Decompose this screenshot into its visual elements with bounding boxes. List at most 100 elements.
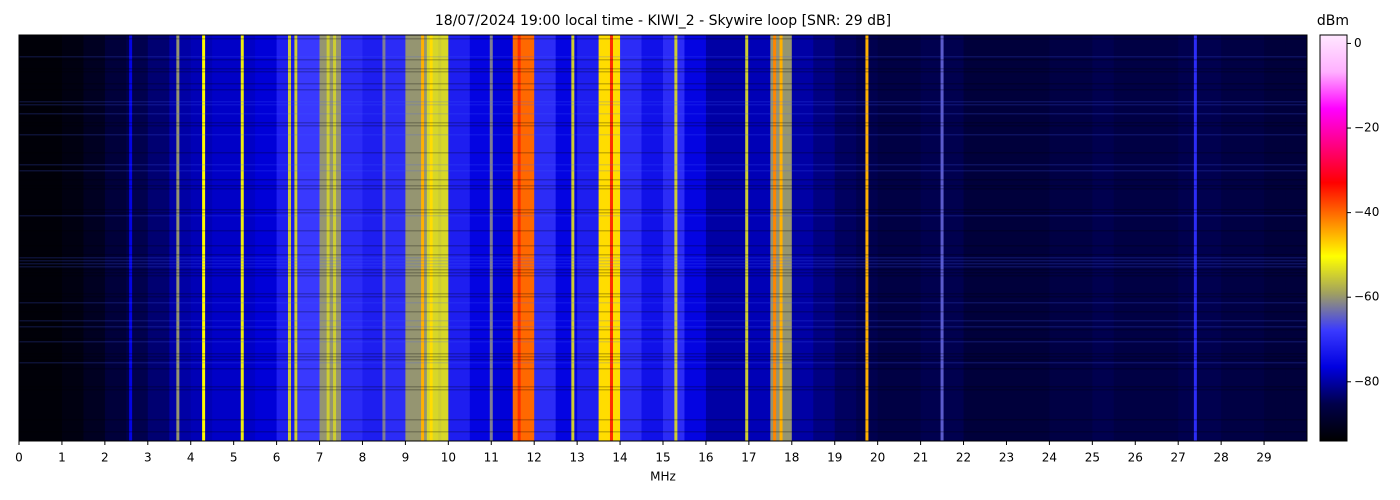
texture-stripe <box>19 179 1307 181</box>
texture-stripe <box>19 266 1307 268</box>
texture-stripe <box>19 245 1307 247</box>
signal-line <box>571 35 575 441</box>
heatmap-cell <box>727 35 750 441</box>
signal-line <box>609 35 613 441</box>
heatmap-cell <box>1092 35 1115 441</box>
heatmap-cell <box>534 35 557 441</box>
heatmap-cell <box>1242 35 1265 441</box>
signal-line <box>779 35 783 441</box>
x-tick-label: 20 <box>870 451 885 465</box>
x-tick-label: 11 <box>484 451 499 465</box>
x-tick-label: 9 <box>402 451 410 465</box>
x-tick-label: 24 <box>1042 451 1057 465</box>
heatmap-cell <box>1285 35 1308 441</box>
heatmap-cell <box>190 35 213 441</box>
colorbar-label: dBm <box>1317 13 1349 29</box>
plot-area <box>18 34 1308 442</box>
texture-stripe <box>19 311 1307 313</box>
x-tick-label: 4 <box>187 451 195 465</box>
texture-stripe <box>19 125 1307 127</box>
texture-stripe <box>19 389 1307 391</box>
heatmap-cell <box>362 35 385 441</box>
heatmap-cell <box>61 35 84 441</box>
x-tick-label: 18 <box>784 451 799 465</box>
texture-stripe <box>19 329 1307 331</box>
x-tick-label: 15 <box>655 451 670 465</box>
texture-stripe <box>19 254 1307 256</box>
x-tick-label: 25 <box>1085 451 1100 465</box>
texture-stripe <box>19 59 1307 61</box>
signal-line <box>773 35 777 441</box>
heatmap-cell <box>877 35 900 441</box>
signal-line <box>333 35 337 441</box>
heatmap-cell <box>1156 35 1179 441</box>
x-tick-label: 16 <box>698 451 713 465</box>
x-tick-label: 14 <box>612 451 627 465</box>
heatmap-cell <box>1027 35 1050 441</box>
texture-stripe <box>19 296 1307 298</box>
texture-stripe <box>19 152 1307 154</box>
heatmap-cell <box>963 35 986 441</box>
texture-stripe <box>19 89 1307 91</box>
x-tick-label: 7 <box>316 451 324 465</box>
heatmap-cell <box>40 35 63 441</box>
texture-stripe <box>19 71 1307 73</box>
texture-stripe <box>19 359 1307 361</box>
texture-stripe <box>19 419 1307 421</box>
texture-stripe <box>19 38 1307 40</box>
signal-line <box>429 35 433 441</box>
heatmap-cell <box>383 35 406 441</box>
texture-stripe <box>19 263 1307 265</box>
texture-stripe <box>19 230 1307 232</box>
heatmap-cell <box>1135 35 1158 441</box>
x-tick-label: 26 <box>1128 451 1143 465</box>
x-tick-label: 22 <box>956 451 971 465</box>
x-tick-label: 1 <box>58 451 66 465</box>
texture-stripe <box>19 431 1307 433</box>
colorbar-tick-label: −20 <box>1354 121 1379 135</box>
heatmap-cell <box>448 35 471 441</box>
signal-line <box>129 35 133 441</box>
texture-stripe <box>19 257 1307 259</box>
colorbar-tick-label: −40 <box>1354 205 1379 219</box>
x-tick-label: 12 <box>527 451 542 465</box>
texture-stripe <box>19 56 1307 58</box>
heatmap-cell <box>83 35 106 441</box>
signal-line <box>438 35 442 441</box>
texture-stripe <box>19 170 1307 172</box>
chart-title: 18/07/2024 19:00 local time - KIWI_2 - S… <box>435 13 891 29</box>
signal-line <box>674 35 678 441</box>
texture-stripe <box>19 269 1307 271</box>
heatmap-cell <box>899 35 922 441</box>
texture-stripe <box>19 293 1307 295</box>
colorbar <box>1319 34 1348 442</box>
heatmap-cell <box>813 35 836 441</box>
signal-line <box>528 35 532 441</box>
heatmap-cell <box>1070 35 1093 441</box>
texture-stripe <box>19 341 1307 343</box>
heatmap-cell <box>791 35 814 441</box>
signal-line <box>287 35 291 441</box>
heatmap-cell <box>942 35 965 441</box>
x-tick-label: 19 <box>827 451 842 465</box>
signal-line <box>294 35 298 441</box>
heatmap-cell <box>233 35 256 441</box>
texture-stripe <box>19 113 1307 115</box>
signal-line <box>1193 35 1197 441</box>
heatmap-cell <box>341 35 363 441</box>
texture-stripe <box>19 83 1307 85</box>
heatmap-cell <box>19 35 41 441</box>
texture-stripe <box>19 272 1307 274</box>
heatmap-cell <box>620 35 643 441</box>
heatmap-cell <box>920 35 943 441</box>
signal-line <box>517 35 521 441</box>
heatmap-cell <box>1264 35 1287 441</box>
heatmap-cell <box>684 35 707 441</box>
signal-line <box>202 35 206 441</box>
texture-stripe <box>19 215 1307 217</box>
texture-stripe <box>19 362 1307 364</box>
signal-line <box>865 35 869 441</box>
colorbar-tick-label: −60 <box>1354 290 1379 304</box>
